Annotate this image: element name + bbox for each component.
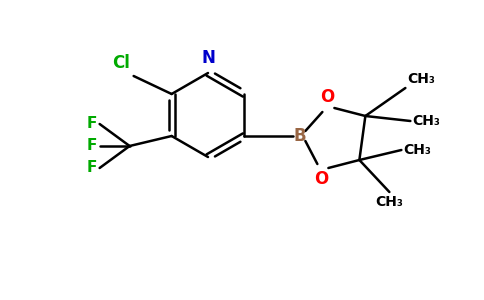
Text: N: N — [201, 49, 215, 67]
Text: O: O — [320, 88, 334, 106]
Text: O: O — [314, 170, 329, 188]
Text: F: F — [86, 137, 97, 152]
Text: F: F — [86, 160, 97, 175]
Text: B: B — [293, 127, 306, 145]
Text: CH₃: CH₃ — [376, 195, 403, 209]
Text: Cl: Cl — [112, 54, 130, 72]
Text: CH₃: CH₃ — [403, 143, 431, 157]
Text: F: F — [86, 116, 97, 130]
Text: CH₃: CH₃ — [412, 114, 440, 128]
Text: CH₃: CH₃ — [408, 72, 435, 86]
